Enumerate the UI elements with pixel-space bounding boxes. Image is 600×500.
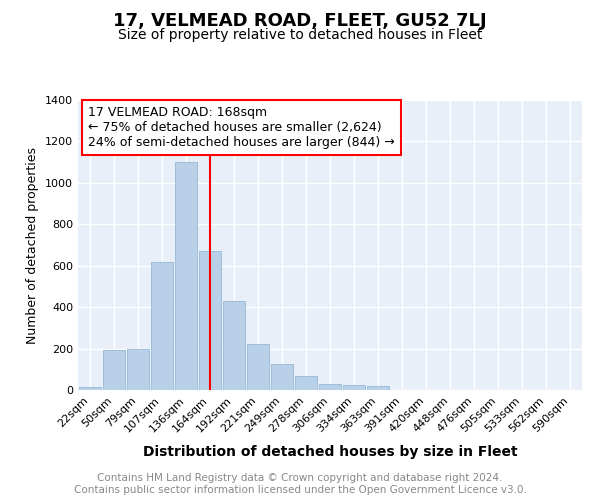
Text: 17 VELMEAD ROAD: 168sqm
← 75% of detached houses are smaller (2,624)
24% of semi: 17 VELMEAD ROAD: 168sqm ← 75% of detache…	[88, 106, 395, 149]
Bar	[223, 301, 245, 390]
Bar	[367, 386, 389, 390]
Text: 17, VELMEAD ROAD, FLEET, GU52 7LJ: 17, VELMEAD ROAD, FLEET, GU52 7LJ	[113, 12, 487, 30]
Bar	[199, 251, 221, 390]
Bar	[271, 364, 293, 390]
Bar	[151, 262, 173, 390]
Bar	[127, 348, 149, 390]
Bar	[175, 162, 197, 390]
X-axis label: Distribution of detached houses by size in Fleet: Distribution of detached houses by size …	[143, 445, 517, 459]
Bar	[319, 384, 341, 390]
Text: Size of property relative to detached houses in Fleet: Size of property relative to detached ho…	[118, 28, 482, 42]
Bar	[103, 350, 125, 390]
Bar	[343, 385, 365, 390]
Bar	[79, 387, 101, 390]
Text: Contains HM Land Registry data © Crown copyright and database right 2024.
Contai: Contains HM Land Registry data © Crown c…	[74, 474, 526, 495]
Y-axis label: Number of detached properties: Number of detached properties	[26, 146, 40, 344]
Bar	[247, 344, 269, 390]
Bar	[295, 376, 317, 390]
